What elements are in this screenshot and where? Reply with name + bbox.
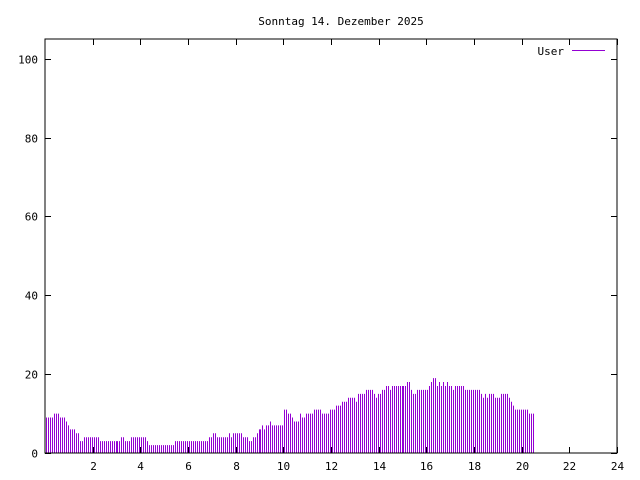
x-tick-label: 14 xyxy=(373,460,387,473)
legend-label-user: User xyxy=(538,45,565,58)
x-tick-label: 24 xyxy=(611,460,625,473)
x-tick-label: 4 xyxy=(137,460,144,473)
y-tick-label: 40 xyxy=(25,290,38,303)
x-tick-label: 2 xyxy=(90,460,97,473)
chart-title: Sonntag 14. Dezember 2025 xyxy=(258,15,424,28)
bar-group xyxy=(46,378,534,453)
x-tick-label: 16 xyxy=(420,460,433,473)
x-tick-label: 18 xyxy=(468,460,481,473)
legend: User xyxy=(538,45,605,58)
x-tick-label: 6 xyxy=(185,460,192,473)
x-tick-label: 22 xyxy=(563,460,576,473)
y-tick-label: 100 xyxy=(18,54,38,67)
y-tick-label: 20 xyxy=(25,369,38,382)
x-tick-label: 12 xyxy=(325,460,338,473)
plot-frame xyxy=(44,38,618,454)
x-tick-label: 8 xyxy=(233,460,240,473)
x-tick-label: 10 xyxy=(277,460,290,473)
y-tick-label: 0 xyxy=(31,448,38,461)
y-tick-label: 60 xyxy=(25,211,38,224)
x-tick-label: 20 xyxy=(516,460,529,473)
y-tick-label: 80 xyxy=(25,133,38,146)
